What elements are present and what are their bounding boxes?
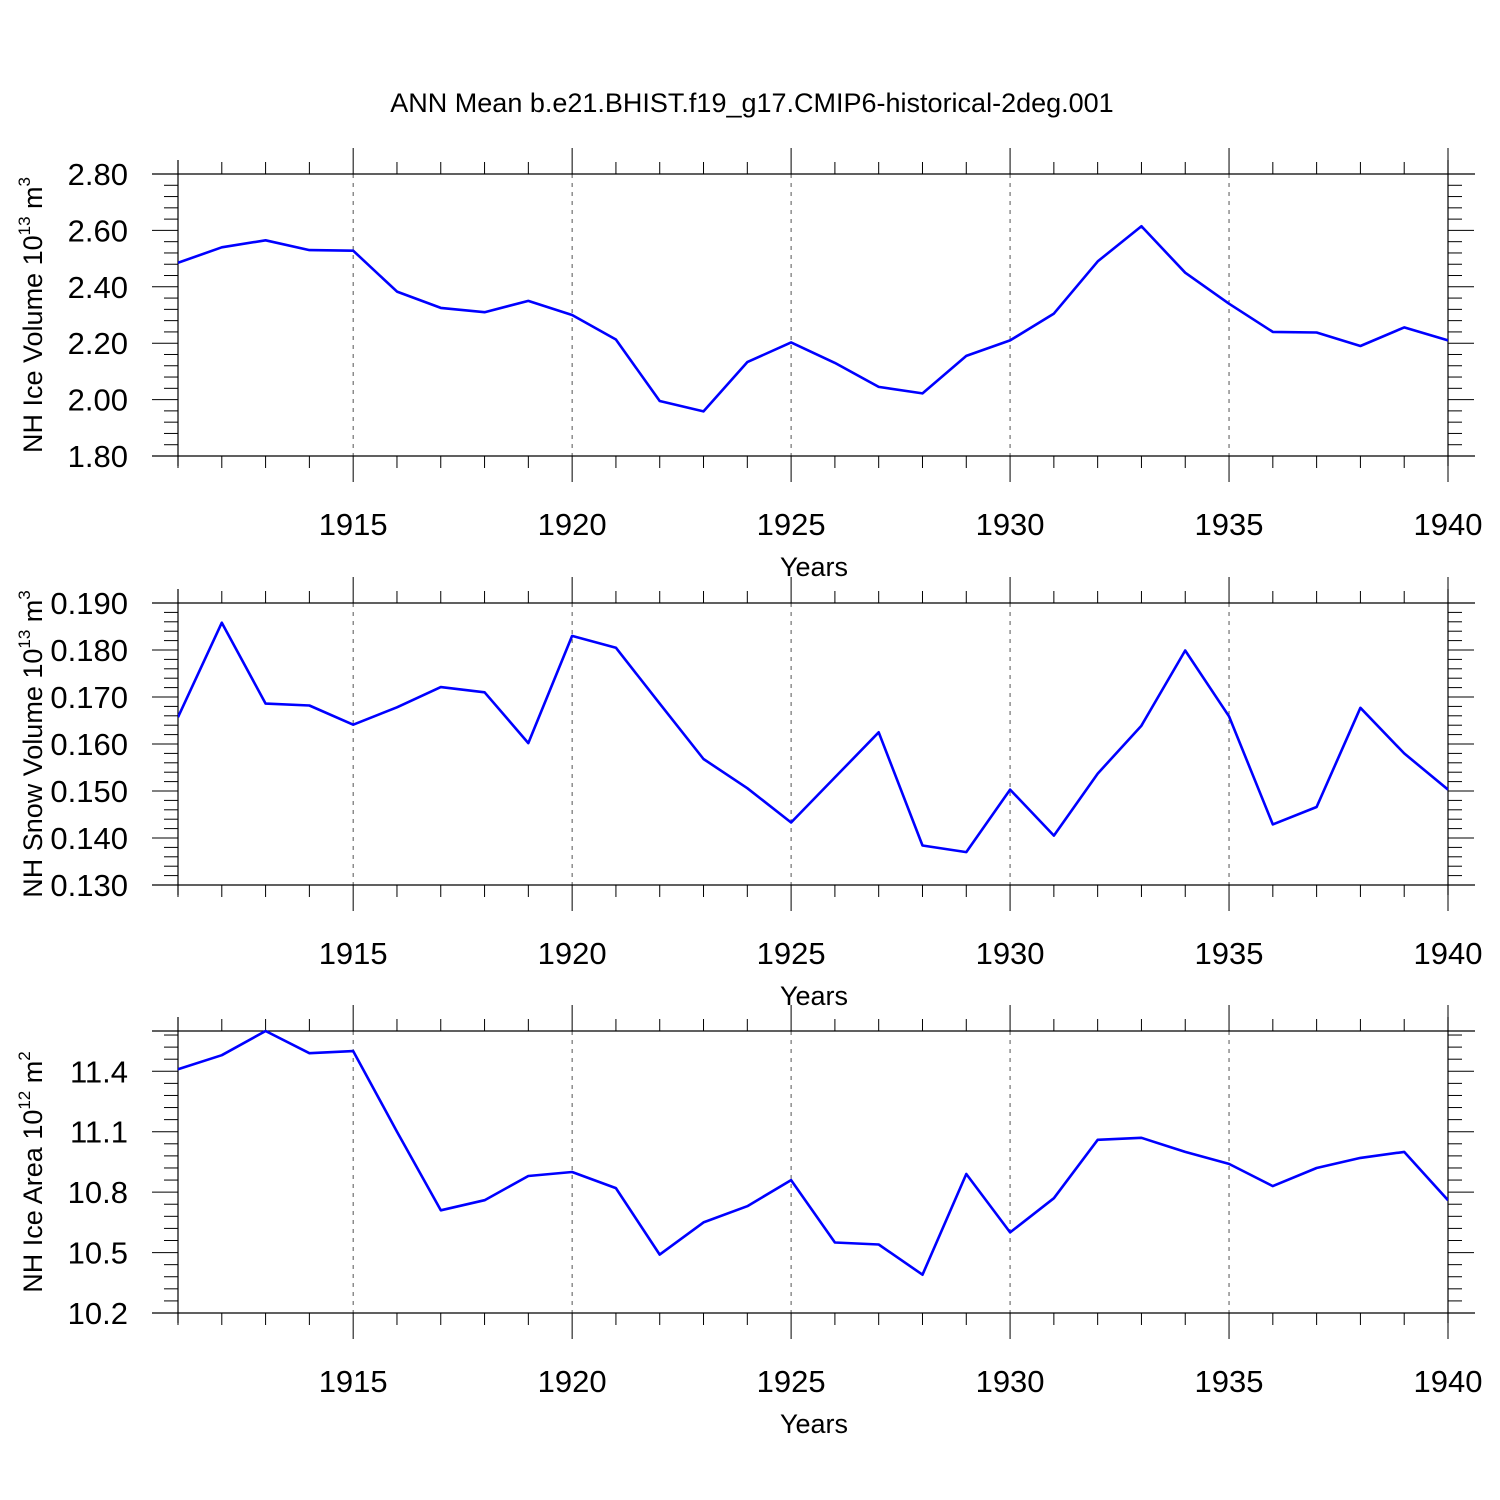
x-tick-label: 1915 <box>319 1364 388 1399</box>
y-tick-label: 10.8 <box>68 1175 128 1210</box>
x-tick-label: 1935 <box>1195 507 1264 542</box>
x-axis-label: Years <box>780 552 848 582</box>
y-tick-label: 0.130 <box>50 868 128 903</box>
x-axis-label: Years <box>780 1409 848 1439</box>
y-tick-label: 2.00 <box>68 383 128 418</box>
y-tick-label: 0.180 <box>50 633 128 668</box>
x-tick-label: 1930 <box>976 1364 1045 1399</box>
y-tick-label: 10.2 <box>68 1296 128 1331</box>
x-tick-label: 1925 <box>757 936 826 971</box>
x-tick-label: 1935 <box>1195 1364 1264 1399</box>
y-axis-label: NH Ice Volume 1013 m3 <box>15 177 48 453</box>
x-tick-label: 1940 <box>1414 1364 1483 1399</box>
y-tick-label: 2.60 <box>68 213 128 248</box>
panel-snow-volume: 0.130 0.140 0.150 0.160 0.170 0.180 0.190 1915 1… <box>15 577 1482 1011</box>
x-tick-label: 1920 <box>538 936 607 971</box>
y-axis-label: NH Snow Volume 1013 m3 <box>15 590 48 898</box>
series-line-ice-area <box>178 1029 1448 1276</box>
x-tick-label: 1935 <box>1195 936 1264 971</box>
y-tick-label: 0.150 <box>50 774 128 809</box>
y-tick-label: 11.4 <box>70 1054 128 1089</box>
y-tick-label: 2.80 <box>68 157 128 192</box>
y-tick-label: 10.5 <box>68 1236 128 1271</box>
series-line-snow-volume <box>178 621 1448 854</box>
y-tick-label: 0.190 <box>50 586 128 621</box>
figure-title: ANN Mean b.e21.BHIST.f19_g17.CMIP6-histo… <box>390 88 1113 118</box>
x-tick-label: 1915 <box>319 507 388 542</box>
y-axis-label: NH Ice Area 1012 m2 <box>15 1051 48 1292</box>
x-tick-label: 1915 <box>319 936 388 971</box>
y-tick-label: 2.20 <box>68 326 128 361</box>
x-tick-label: 1925 <box>757 1364 826 1399</box>
x-tick-label: 1930 <box>976 507 1045 542</box>
y-tick-label: 0.170 <box>50 680 128 715</box>
y-tick-label: 0.160 <box>50 727 128 762</box>
panel-ice-area: 10.2 10.5 10.8 11.1 11.4 1915 1920 1925 1930 1935… <box>15 1005 1482 1439</box>
y-tick-label: 2.40 <box>68 270 128 305</box>
x-tick-label: 1940 <box>1414 936 1483 971</box>
x-axis-label: Years <box>780 981 848 1011</box>
panels: 1.80 2.00 2.20 2.40 2.60 2.80 1915 1920 1925 1930… <box>15 148 1482 1439</box>
x-tick-label: 1925 <box>757 507 826 542</box>
series-line-ice-volume <box>178 224 1448 413</box>
panel-ice-volume: 1.80 2.00 2.20 2.40 2.60 2.80 1915 1920 1925 1930… <box>15 148 1482 582</box>
x-tick-label: 1920 <box>538 1364 607 1399</box>
x-tick-label: 1930 <box>976 936 1045 971</box>
y-tick-label: 1.80 <box>68 439 128 474</box>
x-tick-label: 1920 <box>538 507 607 542</box>
x-tick-label: 1940 <box>1414 507 1483 542</box>
y-tick-label: 0.140 <box>50 821 128 856</box>
y-tick-label: 11.1 <box>70 1115 128 1150</box>
